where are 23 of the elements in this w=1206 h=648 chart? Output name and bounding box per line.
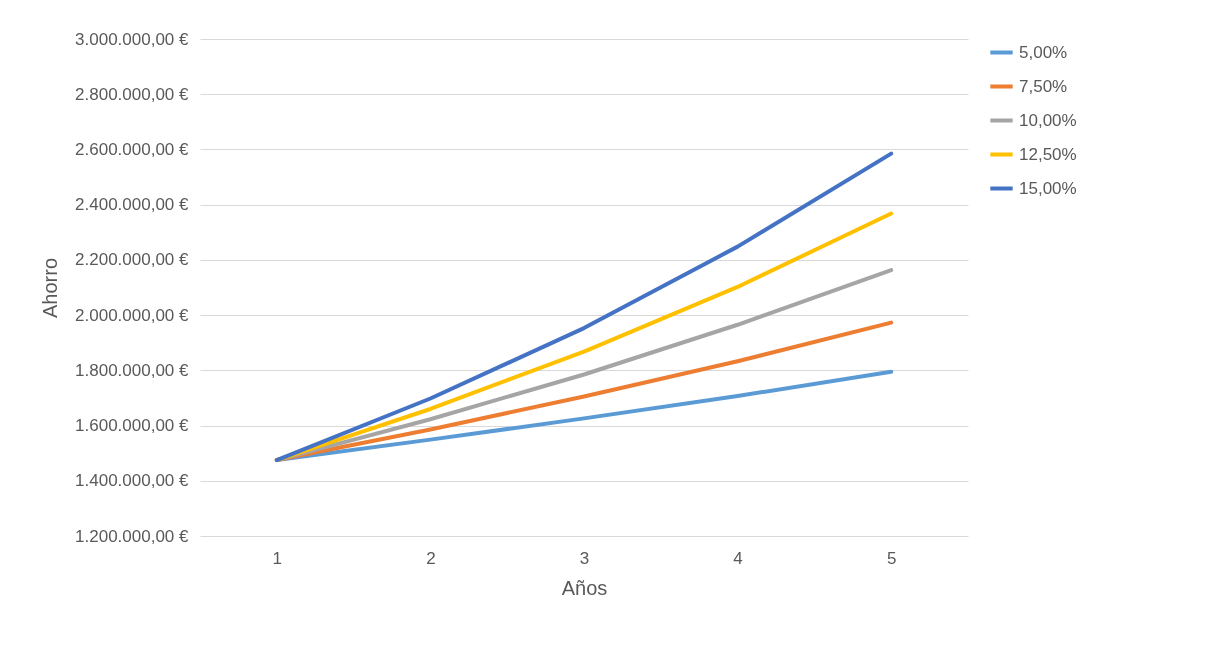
x-tick-label: 1 — [272, 548, 283, 568]
y-tick-label: 1.600.000,00 € — [75, 416, 190, 436]
y-tick-label: 2.200.000,00 € — [75, 250, 190, 270]
legend-label: 5,00% — [1019, 42, 1068, 62]
line-series — [274, 151, 894, 463]
legend-label: 7,50% — [1019, 76, 1068, 96]
x-tick-label: 5 — [886, 548, 897, 568]
y-tick-label: 2.000.000,00 € — [75, 305, 190, 325]
y-tick-label: 1.200.000,00 € — [75, 526, 190, 546]
y-axis-title: Ahorro — [39, 257, 62, 319]
y-tick-label: 2.400.000,00 € — [75, 195, 190, 215]
x-tick-label: 3 — [579, 548, 590, 568]
legend-label: 10,00% — [1019, 110, 1077, 130]
x-tick-label: 4 — [733, 548, 743, 568]
legend-label: 15,00% — [1019, 178, 1077, 198]
x-tick-label: 2 — [426, 548, 436, 568]
y-tick-label: 2.600.000,00 € — [75, 139, 190, 159]
y-tick-label: 1.800.000,00 € — [75, 360, 190, 380]
x-axis-title: Años — [561, 576, 608, 599]
y-tick-label: 3.000.000,00 € — [75, 29, 190, 49]
y-tick-label: 2.800.000,00 € — [75, 84, 190, 104]
legend-label: 12,50% — [1019, 144, 1077, 164]
y-tick-label: 1.400.000,00 € — [75, 471, 190, 491]
